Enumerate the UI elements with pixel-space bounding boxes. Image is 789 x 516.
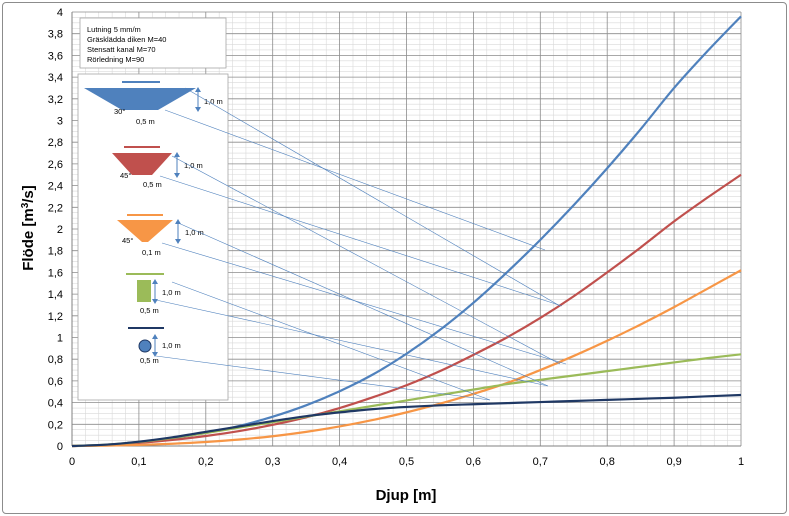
shape-1-bottom: 0,5 m	[136, 117, 155, 126]
y-tick-label: 3,8	[48, 29, 63, 41]
legend: Lutning 5 mm/m Gräsklädda diken M=40 Ste…	[79, 17, 227, 69]
shape-1-height: 1,0 m	[204, 97, 223, 106]
shape-3-angle: 45°	[122, 236, 133, 245]
y-tick-label: 0,2	[48, 419, 63, 431]
series-pipe-line	[71, 393, 742, 448]
shape-wide-trapezoid: 1,0 m 30° 0,5 m	[84, 81, 223, 126]
y-tick-label: 1,2	[48, 311, 63, 323]
y-tick-label: 0,8	[48, 354, 63, 366]
x-tick-label: 0	[69, 456, 75, 468]
series-lines	[71, 15, 742, 448]
y-axis-title: Flöde [m3/s]	[20, 185, 37, 271]
leader-line	[171, 281, 491, 401]
shape-5-height: 1,0 m	[162, 341, 181, 350]
leader-line	[159, 175, 563, 307]
shape-3-height: 1,0 m	[185, 228, 204, 237]
shape-2-bottom: 0,5 m	[143, 180, 162, 189]
x-tick-label: 0,3	[265, 456, 280, 468]
x-tick-label: 0,9	[666, 456, 681, 468]
y-tick-label: 3,2	[48, 94, 63, 106]
shape-rectangle: 1,0 m 0,5 m	[126, 273, 181, 315]
leader-line	[155, 355, 491, 401]
leader-line	[161, 242, 567, 365]
leader-line	[164, 109, 546, 251]
y-tick-label: 4	[57, 7, 63, 19]
legend-box	[79, 17, 227, 69]
y-tick-label: 1,8	[48, 246, 63, 258]
y-tick-label: 2,8	[48, 137, 63, 149]
shape-1-angle: 30°	[114, 107, 125, 116]
y-tick-label: 2,2	[48, 202, 63, 214]
leader-line	[175, 221, 549, 387]
y-tick-label: 3,6	[48, 50, 63, 62]
axis-titles: Djup [m] Flöde [m3/s]	[20, 185, 436, 504]
series-narrow-trapezoid-line	[71, 269, 742, 448]
y-tick-label: 0,6	[48, 376, 63, 388]
legend-line-2: Gräsklädda diken M=40	[87, 35, 166, 44]
y-tick-label: 2	[57, 224, 63, 236]
y-tick-label: 1,4	[48, 289, 63, 301]
x-axis-title: Djup [m]	[376, 487, 437, 504]
x-tick-label: 0,8	[600, 456, 615, 468]
x-tick-label: 0,1	[131, 456, 146, 468]
shape-5-bottom: 0,5 m	[140, 356, 159, 365]
x-tick-label: 0,7	[533, 456, 548, 468]
shape-2-height: 1,0 m	[184, 161, 203, 170]
x-tick-label: 0,4	[332, 456, 347, 468]
leader-line	[171, 155, 561, 365]
x-tick-label: 0,2	[198, 456, 213, 468]
x-tick-label: 0,6	[466, 456, 481, 468]
shape-2-angle: 45°	[120, 171, 131, 180]
legend-line-3: Stensatt kanal M=70	[87, 45, 156, 54]
y-tick-label: 1	[57, 333, 63, 345]
legend-line-4: Rörledning M=90	[87, 55, 144, 64]
shape-pipe: 1,0 m 0,5 m	[128, 327, 181, 365]
tick-labels: 0 0,1 0,2 0,3 0,4 0,5 0,6 0,7 0,8 0,9 1 0 0,2 0,4 0,6 0…	[48, 7, 744, 468]
legend-line-1: Lutning 5 mm/m	[87, 25, 141, 34]
x-tick-label: 0,5	[399, 456, 414, 468]
leader-line	[155, 299, 549, 387]
y-tick-label: 1,6	[48, 267, 63, 279]
y-tick-label: 3,4	[48, 72, 63, 84]
series-trapezoid-line	[71, 173, 742, 448]
y-tick-label: 0,4	[48, 398, 63, 410]
y-tick-label: 2,4	[48, 181, 63, 193]
shape-4-height: 1,0 m	[162, 288, 181, 297]
leader-line	[184, 87, 561, 307]
shape-4-bottom: 0,5 m	[140, 306, 159, 315]
shape-3-bottom: 0,1 m	[142, 248, 161, 257]
cross-section-panel: 1,0 m 30° 0,5 m 1,0 m 45° 0,5 m 1,0 m 45…	[77, 73, 229, 401]
shape-trapezoid: 1,0 m 45° 0,5 m	[112, 146, 203, 189]
shape-narrow-trapezoid: 1,0 m 45° 0,1 m	[117, 214, 204, 257]
y-tick-label: 3	[57, 116, 63, 128]
x-tick-label: 1	[738, 456, 744, 468]
leader-lines	[155, 87, 567, 401]
y-tick-label: 0	[57, 441, 63, 453]
y-tick-label: 2,6	[48, 159, 63, 171]
